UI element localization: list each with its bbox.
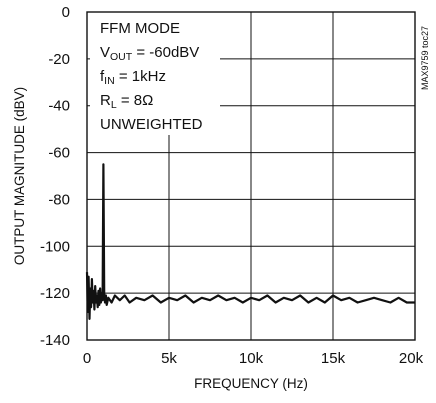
y-tick-label: 0 [62, 4, 70, 21]
y-tick-labels: 0 -20 -40 -60 -80 -100 -120 -140 [40, 4, 70, 349]
plot-frame [86, 11, 416, 341]
x-axis-label: FREQUENCY (Hz) [194, 376, 308, 391]
annotation-block: FFM MODE VOUT = -60dBV fIN = 1kHz RL = 8… [100, 20, 203, 133]
annotation-rl-main: R [100, 92, 111, 109]
series-line [85, 163, 415, 320]
y-axis-label: OUTPUT MAGNITUDE (dBV) [12, 87, 27, 265]
x-tick-label: 15k [321, 350, 346, 367]
annotation-background [90, 12, 220, 135]
x-tick-labels: 0 5k 10k 15k 20k [83, 350, 424, 367]
x-tick-label: 10k [239, 350, 264, 367]
annotation-vout-sub: OUT [110, 51, 133, 63]
y-tick-label: -20 [48, 51, 70, 68]
annotation-weighting: UNWEIGHTED [100, 116, 203, 133]
annotation-fin-value: = 1kHz [115, 68, 166, 85]
y-tick-label: -40 [48, 98, 70, 115]
y-tick-label: -140 [40, 332, 70, 349]
annotation-fin: fIN = 1kHz [100, 68, 166, 87]
figure-code: MAX9759 toc27 [420, 26, 430, 90]
x-tick-label: 20k [399, 350, 424, 367]
y-tick-label: -120 [40, 285, 70, 302]
annotation-fin-sub: IN [104, 75, 115, 87]
y-tick-label: -80 [48, 191, 70, 208]
x-tick-label: 5k [161, 350, 177, 367]
annotation-rl: RL = 8Ω [100, 92, 153, 111]
annotation-vout-value: = -60dBV [132, 44, 199, 61]
y-tick-label: -100 [40, 238, 70, 255]
x-tick-label: 0 [83, 350, 91, 367]
annotation-rl-sub: L [111, 99, 117, 111]
annotation-vout-main: V [100, 44, 110, 61]
annotation-fin-main: f [100, 68, 105, 85]
annotation-rl-value: = 8Ω [117, 92, 154, 109]
annotation-vout: VOUT = -60dBV [100, 44, 199, 63]
data-series [85, 163, 415, 320]
annotation-mode: FFM MODE [100, 20, 180, 37]
y-tick-label: -60 [48, 145, 70, 162]
